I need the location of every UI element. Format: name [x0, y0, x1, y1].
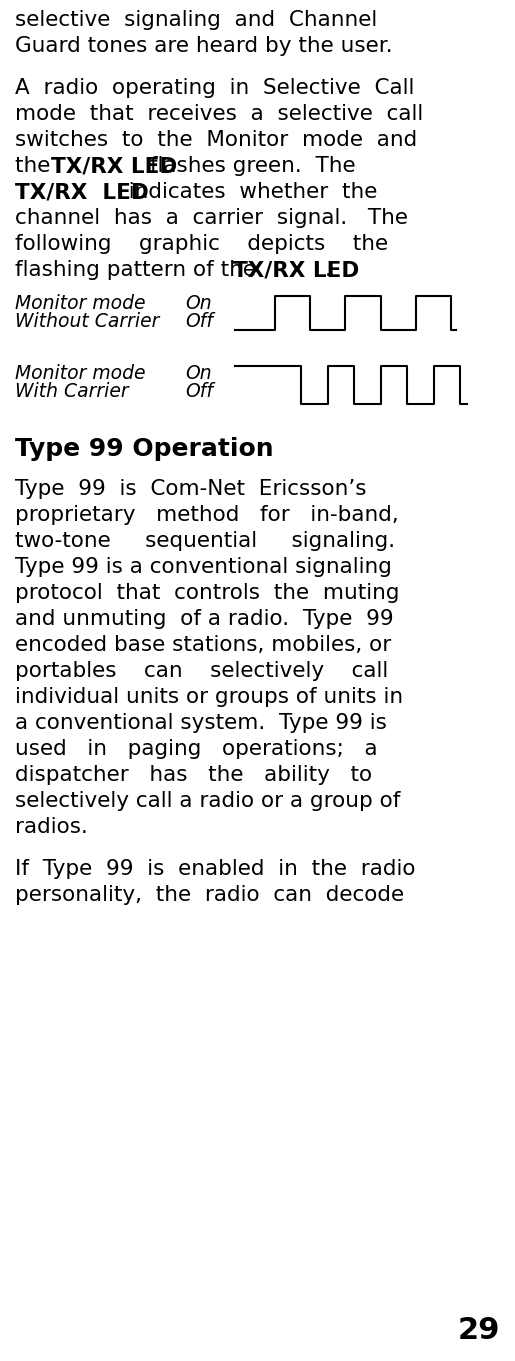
Text: TX/RX LED: TX/RX LED — [51, 157, 177, 176]
Text: switches  to  the  Monitor  mode  and: switches to the Monitor mode and — [15, 131, 417, 150]
Text: Off: Off — [185, 382, 213, 401]
Text: Guard tones are heard by the user.: Guard tones are heard by the user. — [15, 35, 392, 56]
Text: used   in   paging   operations;   a: used in paging operations; a — [15, 739, 377, 759]
Text: individual units or groups of units in: individual units or groups of units in — [15, 687, 403, 706]
Text: TX/RX  LED: TX/RX LED — [15, 182, 149, 201]
Text: mode  that  receives  a  selective  call: mode that receives a selective call — [15, 103, 423, 124]
Text: protocol  that  controls  the  muting: protocol that controls the muting — [15, 583, 400, 603]
Text: 29: 29 — [457, 1316, 500, 1345]
Text: and unmuting  of a radio.  Type  99: and unmuting of a radio. Type 99 — [15, 608, 393, 629]
Text: Type 99 Operation: Type 99 Operation — [15, 437, 273, 461]
Text: .: . — [325, 260, 332, 280]
Text: radios.: radios. — [15, 817, 88, 837]
Text: Off: Off — [185, 312, 213, 331]
Text: a conventional system.  Type 99 is: a conventional system. Type 99 is — [15, 713, 387, 734]
Text: indicates  whether  the: indicates whether the — [115, 182, 377, 201]
Text: channel  has  a  carrier  signal.   The: channel has a carrier signal. The — [15, 208, 408, 229]
Text: flashing pattern of the: flashing pattern of the — [15, 260, 263, 280]
Text: With Carrier: With Carrier — [15, 382, 129, 401]
Text: selectively call a radio or a group of: selectively call a radio or a group of — [15, 791, 400, 811]
Text: encoded base stations, mobiles, or: encoded base stations, mobiles, or — [15, 636, 391, 655]
Text: Without Carrier: Without Carrier — [15, 312, 159, 331]
Text: dispatcher   has   the   ability   to: dispatcher has the ability to — [15, 765, 372, 785]
Text: following    graphic    depicts    the: following graphic depicts the — [15, 234, 388, 255]
Text: TX/RX LED: TX/RX LED — [233, 260, 359, 280]
Text: Monitor mode: Monitor mode — [15, 363, 146, 382]
Text: Type 99 is a conventional signaling: Type 99 is a conventional signaling — [15, 557, 392, 577]
Text: portables    can    selectively    call: portables can selectively call — [15, 661, 388, 680]
Text: selective  signaling  and  Channel: selective signaling and Channel — [15, 10, 377, 30]
Text: A  radio  operating  in  Selective  Call: A radio operating in Selective Call — [15, 78, 415, 98]
Text: flashes green.  The: flashes green. The — [143, 157, 356, 176]
Text: proprietary   method   for   in-band,: proprietary method for in-band, — [15, 505, 399, 525]
Text: two-tone     sequential     signaling.: two-tone sequential signaling. — [15, 531, 395, 551]
Text: On: On — [185, 363, 212, 382]
Text: Monitor mode: Monitor mode — [15, 294, 146, 313]
Text: On: On — [185, 294, 212, 313]
Text: Type  99  is  Com-Net  Ericsson’s: Type 99 is Com-Net Ericsson’s — [15, 479, 367, 499]
Text: the: the — [15, 157, 57, 176]
Text: personality,  the  radio  can  decode: personality, the radio can decode — [15, 885, 404, 905]
Text: If  Type  99  is  enabled  in  the  radio: If Type 99 is enabled in the radio — [15, 859, 416, 879]
